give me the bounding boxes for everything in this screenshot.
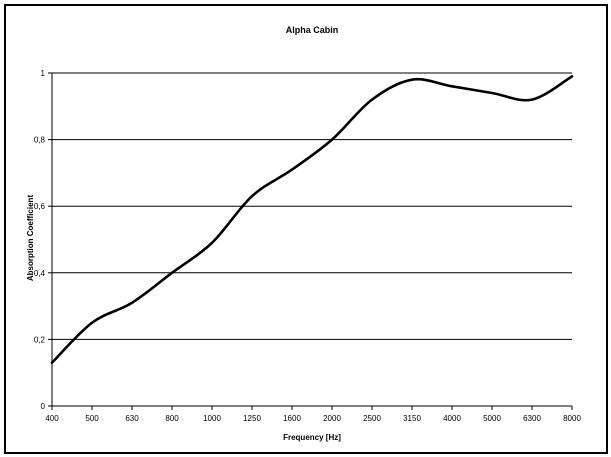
x-tick-label: 400 [45,414,59,423]
data-point [131,302,133,304]
y-axis-title: Absorption Coefficient [26,195,35,282]
x-tick-label: 800 [165,414,179,423]
y-tick-label: 0,2 [34,335,46,344]
x-tick-label: 1000 [203,414,221,423]
y-ticks: 0 0,2 0,4 0,6 0,8 1 [34,69,52,411]
x-axis-title: Frequency [Hz] [283,433,341,442]
series-line [50,75,574,365]
x-tick-label: 3150 [403,414,421,423]
data-point [91,322,93,324]
data-point [451,85,453,87]
data-point [491,92,493,94]
x-tick-label: 2500 [363,414,381,423]
data-point [531,98,533,100]
y-tick-label: 0,4 [34,269,46,278]
x-tick-label: 1250 [243,414,261,423]
data-point [291,168,293,170]
y-tick-label: 0 [41,402,46,411]
x-tick-label: 500 [85,414,99,423]
chart-title: Alpha Cabin [286,25,339,35]
x-tick-label: 2000 [323,414,341,423]
y-tick-label: 1 [41,69,46,78]
data-point [251,195,253,197]
data-point [411,78,413,80]
y-tick-label: 0,8 [34,136,46,145]
data-point [171,272,173,274]
grid-lines [52,72,572,340]
x-tick-label: 5000 [483,414,501,423]
y-tick-label: 0,6 [34,202,46,211]
chart-frame [4,4,608,454]
x-ticks: 400 500 630 800 1000 1250 1600 2000 2500 3150 4000… [45,406,581,423]
x-tick-label: 6300 [523,414,541,423]
x-tick-label: 1600 [283,414,301,423]
data-points [51,75,573,364]
data-point [331,138,333,140]
data-point [571,75,573,77]
data-point [211,242,213,244]
data-point [51,362,53,364]
data-point [371,98,373,100]
x-tick-label: 630 [125,414,139,423]
x-tick-label: 4000 [443,414,461,423]
x-tick-label: 8000 [563,414,581,423]
